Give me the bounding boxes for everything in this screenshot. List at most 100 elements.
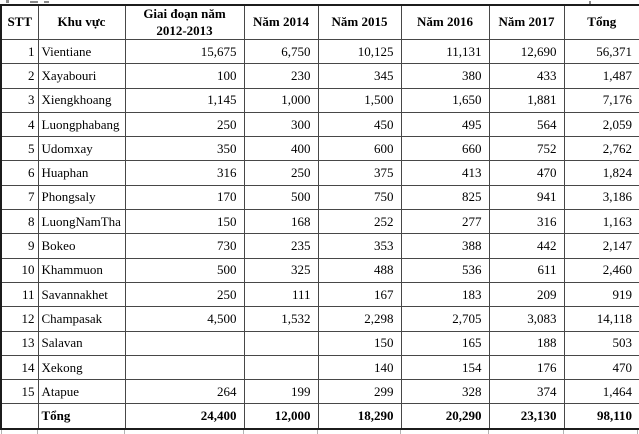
cell-value: 536 xyxy=(400,257,490,283)
cell-value: 388 xyxy=(400,233,490,259)
table-row: 3 Xiengkhoang 1,145 1,000 1,500 1,650 1,881 7,1… xyxy=(0,87,639,113)
total-value: 98,110 xyxy=(563,403,639,430)
cropped-text-artifact xyxy=(6,0,9,3)
cell-region: Phongsaly xyxy=(37,184,126,211)
cell-value: 1,881 xyxy=(488,87,565,113)
total-label: Tổng xyxy=(37,403,126,430)
cell-value: 188 xyxy=(488,330,565,356)
cell-value: 495 xyxy=(400,111,490,138)
cell-value: 15,675 xyxy=(124,38,245,65)
table-row: 9 Bokeo 730 235 353 388 442 2,147 xyxy=(0,233,639,259)
cell-value: 168 xyxy=(243,209,319,235)
cell-region: Atapue xyxy=(37,379,126,405)
cell-value xyxy=(124,354,245,381)
table-row: 15 Atapue 264 199 299 328 374 1,464 xyxy=(0,379,639,405)
cell-stt: 11 xyxy=(0,281,39,308)
cell-value: 750 xyxy=(317,184,402,211)
cell-value: 500 xyxy=(243,184,319,211)
table-row: 5 Udomxay 350 400 600 660 752 2,762 xyxy=(0,136,639,162)
table-row: 4 Luongphabang 250 300 450 495 564 2,059 xyxy=(0,111,639,138)
col-header-region: Khu vực xyxy=(37,4,126,40)
cell-value: 1,163 xyxy=(563,209,639,235)
table-row: 13 Salavan 150 165 188 503 xyxy=(0,330,639,356)
cell-value: 2,705 xyxy=(400,306,490,332)
cell-value: 250 xyxy=(124,111,245,138)
cell-value: 2,059 xyxy=(563,111,639,138)
table-row: 1 Vientiane 15,675 6,750 10,125 11,131 12,690 5… xyxy=(0,38,639,65)
total-value: 23,130 xyxy=(488,403,565,430)
cell-value: 250 xyxy=(243,160,319,186)
cell-value: 199 xyxy=(243,379,319,405)
table-row: 2 Xayabouri 100 230 345 380 433 1,487 xyxy=(0,63,639,89)
gridline-stub xyxy=(637,429,638,434)
table-row: 8 LuongNamTha 150 168 252 277 316 1,163 xyxy=(0,209,639,235)
cell-stt: 5 xyxy=(0,136,39,162)
cell-stt: 13 xyxy=(0,330,39,356)
cell-stt-empty xyxy=(0,403,39,430)
table-row: 11 Savannakhet 250 111 167 183 209 919 xyxy=(0,281,639,308)
cell-value: 1,464 xyxy=(563,379,639,405)
cell-value: 488 xyxy=(317,257,402,283)
cell-value: 183 xyxy=(400,281,490,308)
cell-value: 919 xyxy=(563,281,639,308)
cell-value: 100 xyxy=(124,63,245,89)
gridline-stub xyxy=(243,429,244,434)
cell-value: 1,487 xyxy=(563,63,639,89)
table-row: 14 Xekong 140 154 176 470 xyxy=(0,354,639,381)
cell-value: 660 xyxy=(400,136,490,162)
cell-value: 564 xyxy=(488,111,565,138)
cell-value: 500 xyxy=(124,257,245,283)
cell-value: 600 xyxy=(317,136,402,162)
cell-value: 413 xyxy=(400,160,490,186)
cell-value: 2,298 xyxy=(317,306,402,332)
cell-value: 150 xyxy=(124,209,245,235)
cell-value: 170 xyxy=(124,184,245,211)
total-value: 18,290 xyxy=(317,403,402,430)
cell-value: 374 xyxy=(488,379,565,405)
cell-stt: 8 xyxy=(0,209,39,235)
cell-value: 111 xyxy=(243,281,319,308)
cell-value: 433 xyxy=(488,63,565,89)
cell-value: 4,500 xyxy=(124,306,245,332)
cell-value: 470 xyxy=(488,160,565,186)
cell-value: 316 xyxy=(124,160,245,186)
cell-stt: 10 xyxy=(0,257,39,283)
cell-value: 3,186 xyxy=(563,184,639,211)
cell-value: 316 xyxy=(488,209,565,235)
cell-value: 442 xyxy=(488,233,565,259)
cell-region: Huaphan xyxy=(37,160,126,186)
cell-value: 6,750 xyxy=(243,38,319,65)
col-header-2016: Năm 2016 xyxy=(400,4,490,40)
cell-region: Vientiane xyxy=(37,38,126,65)
cell-value: 2,762 xyxy=(563,136,639,162)
cell-region: Bokeo xyxy=(37,233,126,259)
cropped-grid-strip xyxy=(0,429,639,434)
cell-value: 11,131 xyxy=(400,38,490,65)
cell-value: 400 xyxy=(243,136,319,162)
cell-value: 150 xyxy=(317,330,402,356)
cropped-text-artifact xyxy=(589,1,591,4)
cell-value: 1,145 xyxy=(124,87,245,113)
cell-region: Luongphabang xyxy=(37,111,126,138)
cell-value: 1,500 xyxy=(317,87,402,113)
col-header-period-line1: Giai đoạn năm xyxy=(143,6,226,22)
cell-value: 752 xyxy=(488,136,565,162)
cell-value: 503 xyxy=(563,330,639,356)
cell-value: 167 xyxy=(317,281,402,308)
cell-value: 154 xyxy=(400,354,490,381)
total-row: Tổng 24,400 12,000 18,290 20,290 23,130 98,110 xyxy=(0,403,639,430)
cell-value: 230 xyxy=(243,63,319,89)
cell-value: 730 xyxy=(124,233,245,259)
cell-value: 264 xyxy=(124,379,245,405)
cell-stt: 15 xyxy=(0,379,39,405)
cell-value: 611 xyxy=(488,257,565,283)
cell-value: 1,000 xyxy=(243,87,319,113)
table-row: 10 Khammuon 500 325 488 536 611 2,460 xyxy=(0,257,639,283)
cell-value: 353 xyxy=(317,233,402,259)
cell-value: 375 xyxy=(317,160,402,186)
cell-value: 450 xyxy=(317,111,402,138)
col-header-2015: Năm 2015 xyxy=(317,4,402,40)
cell-value: 470 xyxy=(563,354,639,381)
cell-value xyxy=(124,330,245,356)
total-value: 20,290 xyxy=(400,403,490,430)
